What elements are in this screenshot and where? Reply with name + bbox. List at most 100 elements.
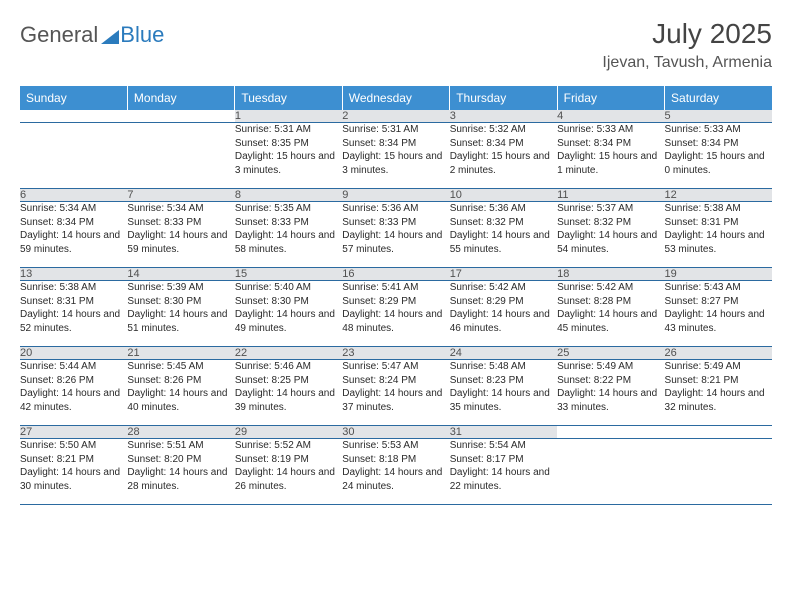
sunrise-text: Sunrise: 5:43 AM	[665, 281, 772, 295]
weekday-header: Friday	[557, 86, 664, 110]
sunset-text: Sunset: 8:35 PM	[235, 137, 342, 151]
daylight-text: Daylight: 14 hours and 58 minutes.	[235, 229, 342, 256]
day-number-cell: 31	[450, 426, 557, 439]
day-number-cell: 12	[665, 189, 772, 202]
sunrise-text: Sunrise: 5:49 AM	[665, 360, 772, 374]
day-info-cell	[20, 123, 127, 189]
day-number-cell: 25	[557, 347, 664, 360]
daylight-text: Daylight: 15 hours and 3 minutes.	[235, 150, 342, 177]
brand-part2: Blue	[120, 22, 164, 48]
sunrise-text: Sunrise: 5:49 AM	[557, 360, 664, 374]
weekday-header: Saturday	[665, 86, 772, 110]
day-info-cell: Sunrise: 5:38 AMSunset: 8:31 PMDaylight:…	[20, 281, 127, 347]
day-info-cell	[665, 439, 772, 505]
sunrise-text: Sunrise: 5:46 AM	[235, 360, 342, 374]
sunrise-text: Sunrise: 5:38 AM	[20, 281, 127, 295]
info-row: Sunrise: 5:44 AMSunset: 8:26 PM Daylight:…	[20, 360, 772, 426]
daylight-text: Daylight: 14 hours and 55 minutes.	[450, 229, 557, 256]
weekday-header: Monday	[127, 86, 234, 110]
day-number-cell: 9	[342, 189, 449, 202]
daylight-text: Daylight: 14 hours and 35 minutes.	[450, 387, 557, 414]
daylight-text: Daylight: 14 hours and 43 minutes.	[665, 308, 772, 335]
day-number-cell: 27	[20, 426, 127, 439]
day-number-cell: 24	[450, 347, 557, 360]
day-info-cell: Sunrise: 5:40 AMSunset: 8:30 PMDaylight:…	[235, 281, 342, 347]
day-info-cell: Sunrise: 5:53 AMSunset: 8:18 PMDaylight:…	[342, 439, 449, 505]
sunrise-text: Sunrise: 5:51 AM	[127, 439, 234, 453]
sunrise-text: Sunrise: 5:39 AM	[127, 281, 234, 295]
day-number-cell	[665, 426, 772, 439]
day-number-cell: 15	[235, 268, 342, 281]
day-info-cell	[557, 439, 664, 505]
sunrise-text: Sunrise: 5:52 AM	[235, 439, 342, 453]
sunset-text: Sunset: 8:24 PM	[342, 374, 449, 388]
sunset-text: Sunset: 8:33 PM	[235, 216, 342, 230]
sunset-text: Sunset: 8:20 PM	[127, 453, 234, 467]
sunset-text: Sunset: 8:33 PM	[127, 216, 234, 230]
day-info-cell: Sunrise: 5:37 AMSunset: 8:32 PMDaylight:…	[557, 202, 664, 268]
sunset-text: Sunset: 8:34 PM	[20, 216, 127, 230]
month-title: July 2025	[602, 18, 772, 50]
sunset-text: Sunset: 8:34 PM	[342, 137, 449, 151]
sunrise-text: Sunrise: 5:42 AM	[450, 281, 557, 295]
day-number-cell	[20, 110, 127, 123]
day-info-cell: Sunrise: 5:35 AMSunset: 8:33 PMDaylight:…	[235, 202, 342, 268]
sunset-text: Sunset: 8:28 PM	[557, 295, 664, 309]
sunrise-text: Sunrise: 5:50 AM	[20, 439, 127, 453]
sunset-text: Sunset: 8:33 PM	[342, 216, 449, 230]
daylight-text: Daylight: 14 hours and 49 minutes.	[235, 308, 342, 335]
day-number-cell: 20	[20, 347, 127, 360]
sunset-text: Sunset: 8:26 PM	[20, 374, 127, 388]
day-number-cell: 5	[665, 110, 772, 123]
header: General Blue July 2025 Ijevan, Tavush, A…	[20, 18, 772, 72]
sunset-text: Sunset: 8:26 PM	[127, 374, 234, 388]
weekday-header: Tuesday	[235, 86, 342, 110]
day-info-cell: Sunrise: 5:33 AMSunset: 8:34 PMDaylight:…	[557, 123, 664, 189]
sunrise-text: Sunrise: 5:48 AM	[450, 360, 557, 374]
sunrise-text: Sunrise: 5:34 AM	[20, 202, 127, 216]
daylight-text: Daylight: 14 hours and 52 minutes.	[20, 308, 127, 335]
daylight-text: Daylight: 14 hours and 46 minutes.	[450, 308, 557, 335]
day-number-cell: 28	[127, 426, 234, 439]
day-number-cell: 4	[557, 110, 664, 123]
daylight-text: Daylight: 14 hours and 26 minutes.	[235, 466, 342, 493]
day-number-cell: 26	[665, 347, 772, 360]
sunrise-text: Sunrise: 5:53 AM	[342, 439, 449, 453]
daynum-row: 13141516171819	[20, 268, 772, 281]
sunset-text: Sunset: 8:34 PM	[557, 137, 664, 151]
sunset-text: Sunset: 8:25 PM	[235, 374, 342, 388]
daylight-text: Daylight: 14 hours and 48 minutes.	[342, 308, 449, 335]
sunset-text: Sunset: 8:18 PM	[342, 453, 449, 467]
sunset-text: Sunset: 8:34 PM	[665, 137, 772, 151]
sunset-text: Sunset: 8:21 PM	[665, 374, 772, 388]
day-info-cell: Sunrise: 5:36 AMSunset: 8:32 PMDaylight:…	[450, 202, 557, 268]
day-number-cell: 16	[342, 268, 449, 281]
sunrise-text: Sunrise: 5:44 AM	[20, 360, 127, 374]
sunrise-text: Sunrise: 5:32 AM	[450, 123, 557, 137]
sunset-text: Sunset: 8:17 PM	[450, 453, 557, 467]
sunrise-text: Sunrise: 5:33 AM	[557, 123, 664, 137]
day-number-cell: 7	[127, 189, 234, 202]
day-info-cell: Sunrise: 5:34 AMSunset: 8:33 PMDaylight:…	[127, 202, 234, 268]
calendar-body: 12345Sunrise: 5:31 AMSunset: 8:35 PMDayl…	[20, 110, 772, 505]
sunset-text: Sunset: 8:29 PM	[342, 295, 449, 309]
sunrise-text: Sunrise: 5:31 AM	[342, 123, 449, 137]
daylight-text: Daylight: 14 hours and 32 minutes.	[665, 387, 772, 414]
day-number-cell: 18	[557, 268, 664, 281]
daylight-text: Daylight: 14 hours and 22 minutes.	[450, 466, 557, 493]
daylight-text: Daylight: 14 hours and 28 minutes.	[127, 466, 234, 493]
day-info-cell: Sunrise: 5:54 AMSunset: 8:17 PMDaylight:…	[450, 439, 557, 505]
day-number-cell: 23	[342, 347, 449, 360]
day-info-cell: Sunrise: 5:41 AMSunset: 8:29 PMDaylight:…	[342, 281, 449, 347]
sunset-text: Sunset: 8:22 PM	[557, 374, 664, 388]
calendar-head: SundayMondayTuesdayWednesdayThursdayFrid…	[20, 86, 772, 110]
day-info-cell: Sunrise: 5:34 AMSunset: 8:34 PMDaylight:…	[20, 202, 127, 268]
daynum-row: 2728293031	[20, 426, 772, 439]
daylight-text: Daylight: 14 hours and 33 minutes.	[557, 387, 664, 414]
sunrise-text: Sunrise: 5:54 AM	[450, 439, 557, 453]
sunset-text: Sunset: 8:23 PM	[450, 374, 557, 388]
sunrise-text: Sunrise: 5:35 AM	[235, 202, 342, 216]
day-info-cell: Sunrise: 5:42 AMSunset: 8:28 PMDaylight:…	[557, 281, 664, 347]
day-number-cell: 2	[342, 110, 449, 123]
sunrise-text: Sunrise: 5:31 AM	[235, 123, 342, 137]
